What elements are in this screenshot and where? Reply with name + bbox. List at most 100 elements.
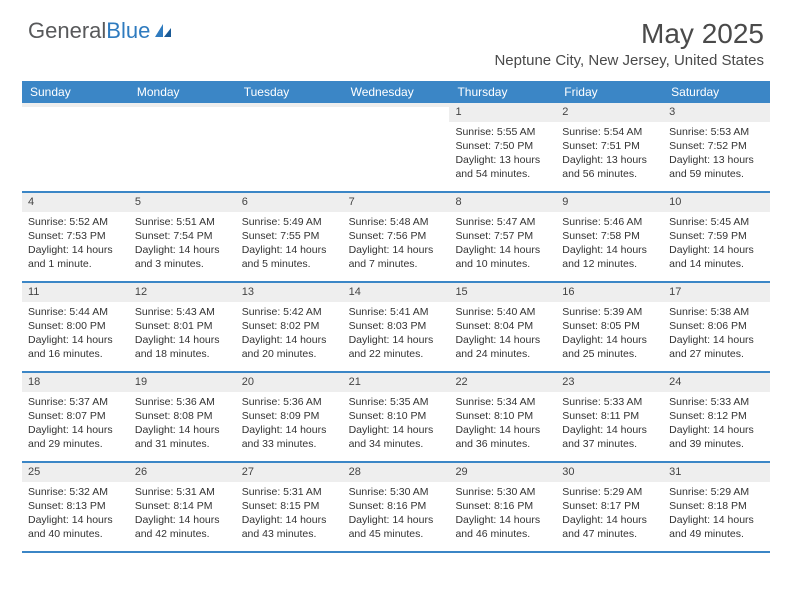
sunrise-text: Sunrise: 5:41 AM — [349, 305, 444, 319]
day-number: 1 — [449, 103, 556, 122]
sunrise-text: Sunrise: 5:46 AM — [562, 215, 657, 229]
sunrise-text: Sunrise: 5:30 AM — [455, 485, 550, 499]
sunset-text: Sunset: 7:56 PM — [349, 229, 444, 243]
sunset-text: Sunset: 8:12 PM — [669, 409, 764, 423]
week-row: 11Sunrise: 5:44 AMSunset: 8:00 PMDayligh… — [22, 283, 770, 373]
day-number: 19 — [129, 373, 236, 392]
sunrise-text: Sunrise: 5:52 AM — [28, 215, 123, 229]
weeks-container: 1Sunrise: 5:55 AMSunset: 7:50 PMDaylight… — [22, 103, 770, 553]
sunrise-text: Sunrise: 5:53 AM — [669, 125, 764, 139]
daylight-text: Daylight: 14 hours and 1 minute. — [28, 243, 123, 271]
day-cell — [343, 103, 450, 191]
sunset-text: Sunset: 7:55 PM — [242, 229, 337, 243]
daylight-text: Daylight: 14 hours and 16 minutes. — [28, 333, 123, 361]
day-content: Sunrise: 5:29 AMSunset: 8:18 PMDaylight:… — [663, 482, 770, 547]
sunrise-text: Sunrise: 5:54 AM — [562, 125, 657, 139]
brand-word2: Blue — [106, 18, 150, 43]
day-content: Sunrise: 5:54 AMSunset: 7:51 PMDaylight:… — [556, 122, 663, 187]
day-cell: 24Sunrise: 5:33 AMSunset: 8:12 PMDayligh… — [663, 373, 770, 461]
sunrise-text: Sunrise: 5:37 AM — [28, 395, 123, 409]
day-number: 17 — [663, 283, 770, 302]
sunrise-text: Sunrise: 5:44 AM — [28, 305, 123, 319]
sunrise-text: Sunrise: 5:39 AM — [562, 305, 657, 319]
sunrise-text: Sunrise: 5:36 AM — [242, 395, 337, 409]
day-number: 11 — [22, 283, 129, 302]
sunset-text: Sunset: 8:17 PM — [562, 499, 657, 513]
sunset-text: Sunset: 8:02 PM — [242, 319, 337, 333]
daylight-text: Daylight: 14 hours and 12 minutes. — [562, 243, 657, 271]
day-cell: 31Sunrise: 5:29 AMSunset: 8:18 PMDayligh… — [663, 463, 770, 551]
day-content: Sunrise: 5:33 AMSunset: 8:11 PMDaylight:… — [556, 392, 663, 457]
sail-icon — [153, 22, 173, 40]
sunset-text: Sunset: 8:10 PM — [455, 409, 550, 423]
day-cell: 18Sunrise: 5:37 AMSunset: 8:07 PMDayligh… — [22, 373, 129, 461]
day-cell: 7Sunrise: 5:48 AMSunset: 7:56 PMDaylight… — [343, 193, 450, 281]
sunset-text: Sunset: 7:50 PM — [455, 139, 550, 153]
daylight-text: Daylight: 14 hours and 24 minutes. — [455, 333, 550, 361]
daylight-text: Daylight: 14 hours and 42 minutes. — [135, 513, 230, 541]
day-cell: 13Sunrise: 5:42 AMSunset: 8:02 PMDayligh… — [236, 283, 343, 371]
sunrise-text: Sunrise: 5:35 AM — [349, 395, 444, 409]
week-row: 25Sunrise: 5:32 AMSunset: 8:13 PMDayligh… — [22, 463, 770, 553]
daylight-text: Daylight: 14 hours and 37 minutes. — [562, 423, 657, 451]
sunset-text: Sunset: 8:06 PM — [669, 319, 764, 333]
day-content: Sunrise: 5:37 AMSunset: 8:07 PMDaylight:… — [22, 392, 129, 457]
day-content: Sunrise: 5:53 AMSunset: 7:52 PMDaylight:… — [663, 122, 770, 187]
day-number: 30 — [556, 463, 663, 482]
day-cell: 15Sunrise: 5:40 AMSunset: 8:04 PMDayligh… — [449, 283, 556, 371]
day-cell: 1 Sunrise: 5:55 AMSunset: 7:50 PMDaylight… — [449, 103, 556, 191]
day-number: 6 — [236, 193, 343, 212]
brand-text: GeneralBlue — [28, 18, 150, 44]
sunrise-text: Sunrise: 5:30 AM — [349, 485, 444, 499]
day-number: 3 — [663, 103, 770, 122]
day-cell: 4Sunrise: 5:52 AMSunset: 7:53 PMDaylight… — [22, 193, 129, 281]
sunset-text: Sunset: 8:18 PM — [669, 499, 764, 513]
day-content: Sunrise: 5:51 AMSunset: 7:54 PMDaylight:… — [129, 212, 236, 277]
month-title: May 2025 — [494, 18, 764, 50]
day-content: Sunrise: 5:43 AMSunset: 8:01 PMDaylight:… — [129, 302, 236, 367]
day-cell: 6Sunrise: 5:49 AMSunset: 7:55 PMDaylight… — [236, 193, 343, 281]
day-number: 13 — [236, 283, 343, 302]
day-cell: 14Sunrise: 5:41 AMSunset: 8:03 PMDayligh… — [343, 283, 450, 371]
day-content: Sunrise: 5:40 AMSunset: 8:04 PMDaylight:… — [449, 302, 556, 367]
day-cell: 29Sunrise: 5:30 AMSunset: 8:16 PMDayligh… — [449, 463, 556, 551]
sunrise-text: Sunrise: 5:55 AM — [455, 125, 550, 139]
sunrise-text: Sunrise: 5:45 AM — [669, 215, 764, 229]
day-number: 28 — [343, 463, 450, 482]
day-cell: 9Sunrise: 5:46 AMSunset: 7:58 PMDaylight… — [556, 193, 663, 281]
sunset-text: Sunset: 8:03 PM — [349, 319, 444, 333]
daylight-text: Daylight: 14 hours and 43 minutes. — [242, 513, 337, 541]
daylight-text: Daylight: 14 hours and 40 minutes. — [28, 513, 123, 541]
day-cell: 10Sunrise: 5:45 AMSunset: 7:59 PMDayligh… — [663, 193, 770, 281]
sunset-text: Sunset: 7:53 PM — [28, 229, 123, 243]
daylight-text: Daylight: 14 hours and 49 minutes. — [669, 513, 764, 541]
day-number: 5 — [129, 193, 236, 212]
daylight-text: Daylight: 13 hours and 54 minutes. — [455, 153, 550, 181]
sunset-text: Sunset: 8:11 PM — [562, 409, 657, 423]
day-header: Monday — [129, 81, 236, 103]
sunrise-text: Sunrise: 5:51 AM — [135, 215, 230, 229]
sunset-text: Sunset: 8:00 PM — [28, 319, 123, 333]
day-header: Friday — [556, 81, 663, 103]
day-content: Sunrise: 5:44 AMSunset: 8:00 PMDaylight:… — [22, 302, 129, 367]
day-content: Sunrise: 5:30 AMSunset: 8:16 PMDaylight:… — [449, 482, 556, 547]
sunset-text: Sunset: 8:14 PM — [135, 499, 230, 513]
day-content: Sunrise: 5:41 AMSunset: 8:03 PMDaylight:… — [343, 302, 450, 367]
sunrise-text: Sunrise: 5:48 AM — [349, 215, 444, 229]
sunset-text: Sunset: 7:57 PM — [455, 229, 550, 243]
day-number: 8 — [449, 193, 556, 212]
day-number: 25 — [22, 463, 129, 482]
daylight-text: Daylight: 14 hours and 18 minutes. — [135, 333, 230, 361]
day-content: Sunrise: 5:52 AMSunset: 7:53 PMDaylight:… — [22, 212, 129, 277]
sunrise-text: Sunrise: 5:29 AM — [562, 485, 657, 499]
daylight-text: Daylight: 14 hours and 34 minutes. — [349, 423, 444, 451]
sunrise-text: Sunrise: 5:31 AM — [242, 485, 337, 499]
day-cell — [22, 103, 129, 191]
daylight-text: Daylight: 13 hours and 59 minutes. — [669, 153, 764, 181]
day-number: 18 — [22, 373, 129, 392]
day-number: 15 — [449, 283, 556, 302]
calendar-grid: Sunday Monday Tuesday Wednesday Thursday… — [22, 81, 770, 553]
week-row: 4Sunrise: 5:52 AMSunset: 7:53 PMDaylight… — [22, 193, 770, 283]
sunrise-text: Sunrise: 5:49 AM — [242, 215, 337, 229]
page-header: GeneralBlue May 2025 Neptune City, New J… — [0, 0, 792, 75]
